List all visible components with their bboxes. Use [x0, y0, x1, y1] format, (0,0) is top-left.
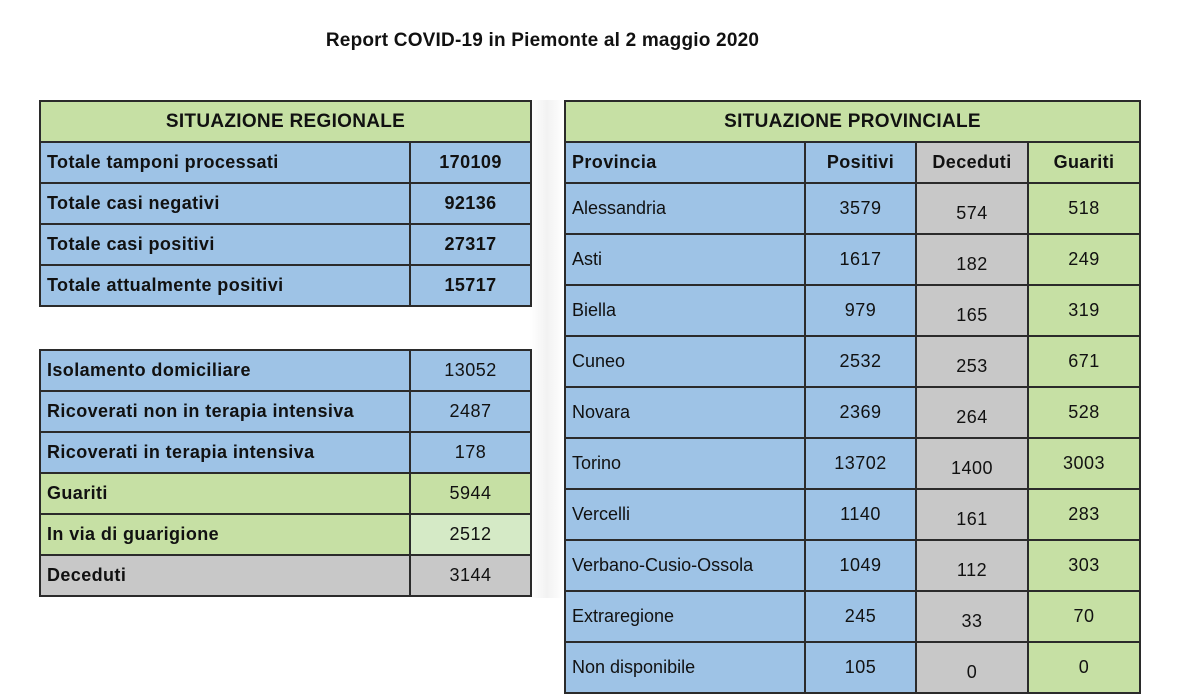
guariti-cell: 518: [1026, 182, 1142, 235]
table-row: Asti 1617 182 249: [564, 233, 1142, 286]
regional-header: SITUAZIONE REGIONALE: [38, 100, 533, 143]
deceduti-cell: 161: [915, 488, 1029, 541]
positivi-cell: 105: [804, 641, 917, 694]
positivi-cell: 13702: [804, 437, 917, 490]
regional-summary-table: SITUAZIONE REGIONALE Totale tamponi proc…: [38, 100, 533, 307]
provincia-cell: Cuneo: [564, 335, 806, 388]
table-row: Guariti 5944: [39, 472, 532, 515]
positivi-cell: 3579: [804, 182, 917, 235]
positivi-cell: 245: [804, 590, 917, 643]
table-row: In via di guarigione 2512: [39, 513, 532, 556]
provincial-table: SITUAZIONE PROVINCIALE Provincia Positiv…: [563, 100, 1142, 694]
row-label: Guariti: [39, 472, 411, 515]
table-divider: [530, 100, 564, 598]
provincial-header-row: SITUAZIONE PROVINCIALE: [563, 100, 1142, 143]
table-row: Verbano-Cusio-Ossola 1049 112 303: [564, 539, 1142, 592]
table-row: Extraregione 245 33 70: [564, 590, 1142, 643]
guariti-cell: 671: [1026, 335, 1142, 388]
deceduti-cell: 165: [915, 284, 1029, 337]
table-row: Totale casi negativi 92136: [39, 182, 533, 225]
row-label: Isolamento domiciliare: [39, 349, 411, 392]
column-header-deceduti: Deceduti: [915, 141, 1029, 184]
deceduti-cell: 112: [915, 539, 1029, 592]
guariti-cell: 249: [1026, 233, 1142, 286]
row-label: Ricoverati non in terapia intensiva: [39, 390, 411, 433]
provincia-cell: Asti: [564, 233, 806, 286]
row-label: Totale attualmente positivi: [39, 264, 411, 307]
positivi-cell: 979: [804, 284, 917, 337]
positivi-cell: 1617: [804, 233, 917, 286]
table-row: Cuneo 2532 253 671: [564, 335, 1142, 388]
column-header-positivi: Positivi: [804, 141, 917, 184]
guariti-cell: 70: [1026, 590, 1142, 643]
table-row: Alessandria 3579 574 518: [564, 182, 1142, 235]
provincia-cell: Verbano-Cusio-Ossola: [564, 539, 806, 592]
guariti-cell: 303: [1026, 539, 1142, 592]
provincia-cell: Non disponibile: [564, 641, 806, 694]
table-row: Torino 13702 1400 3003: [564, 437, 1142, 490]
guariti-cell: 3003: [1026, 437, 1142, 490]
row-value: 3144: [409, 554, 532, 597]
column-header-row: Provincia Positivi Deceduti Guariti: [564, 141, 1142, 184]
row-value: 170109: [408, 141, 533, 184]
provincia-cell: Extraregione: [564, 590, 806, 643]
deceduti-cell: 1400: [915, 437, 1029, 490]
table-row: Totale casi positivi 27317: [39, 223, 533, 266]
row-value: 27317: [408, 223, 533, 266]
deceduti-cell: 264: [915, 386, 1029, 439]
table-row: Novara 2369 264 528: [564, 386, 1142, 439]
positivi-cell: 2532: [804, 335, 917, 388]
table-row: Non disponibile 105 0 0: [564, 641, 1142, 694]
guariti-cell: 528: [1026, 386, 1142, 439]
row-value: 5944: [409, 472, 532, 515]
provincia-cell: Biella: [564, 284, 806, 337]
table-row: Totale tamponi processati 170109: [39, 141, 533, 184]
row-value: 2512: [409, 513, 532, 556]
row-label: Totale tamponi processati: [39, 141, 411, 184]
row-label: Totale casi positivi: [39, 223, 411, 266]
regional-header-row: SITUAZIONE REGIONALE: [38, 100, 533, 143]
guariti-cell: 0: [1026, 641, 1142, 694]
column-header-provincia: Provincia: [564, 141, 806, 184]
table-row: Totale attualmente positivi 15717: [39, 264, 533, 307]
row-value: 15717: [408, 264, 533, 307]
table-row: Isolamento domiciliare 13052: [39, 349, 532, 392]
row-label: Deceduti: [39, 554, 411, 597]
deceduti-cell: 253: [915, 335, 1029, 388]
table-row: Deceduti 3144: [39, 554, 532, 597]
provincia-cell: Torino: [564, 437, 806, 490]
guariti-cell: 283: [1026, 488, 1142, 541]
row-value: 178: [409, 431, 532, 474]
provincia-cell: Novara: [564, 386, 806, 439]
row-label: Totale casi negativi: [39, 182, 411, 225]
positivi-cell: 2369: [804, 386, 917, 439]
column-header-guariti: Guariti: [1026, 141, 1142, 184]
table-row: Ricoverati non in terapia intensiva 2487: [39, 390, 532, 433]
deceduti-cell: 182: [915, 233, 1029, 286]
report-title: Report COVID-19 in Piemonte al 2 maggio …: [325, 30, 760, 51]
positivi-cell: 1140: [804, 488, 917, 541]
regional-breakdown-table: Isolamento domiciliare 13052 Ricoverati …: [39, 349, 532, 597]
provincia-cell: Vercelli: [564, 488, 806, 541]
table-row: Vercelli 1140 161 283: [564, 488, 1142, 541]
row-label: In via di guarigione: [39, 513, 411, 556]
deceduti-cell: 33: [915, 590, 1029, 643]
deceduti-cell: 0: [915, 641, 1029, 694]
positivi-cell: 1049: [804, 539, 917, 592]
row-value: 2487: [409, 390, 532, 433]
guariti-cell: 319: [1026, 284, 1142, 337]
table-row: Ricoverati in terapia intensiva 178: [39, 431, 532, 474]
provincial-header: SITUAZIONE PROVINCIALE: [563, 100, 1142, 143]
row-value: 92136: [408, 182, 533, 225]
row-value: 13052: [409, 349, 532, 392]
provincia-cell: Alessandria: [564, 182, 806, 235]
deceduti-cell: 574: [915, 182, 1029, 235]
table-row: Biella 979 165 319: [564, 284, 1142, 337]
row-label: Ricoverati in terapia intensiva: [39, 431, 411, 474]
